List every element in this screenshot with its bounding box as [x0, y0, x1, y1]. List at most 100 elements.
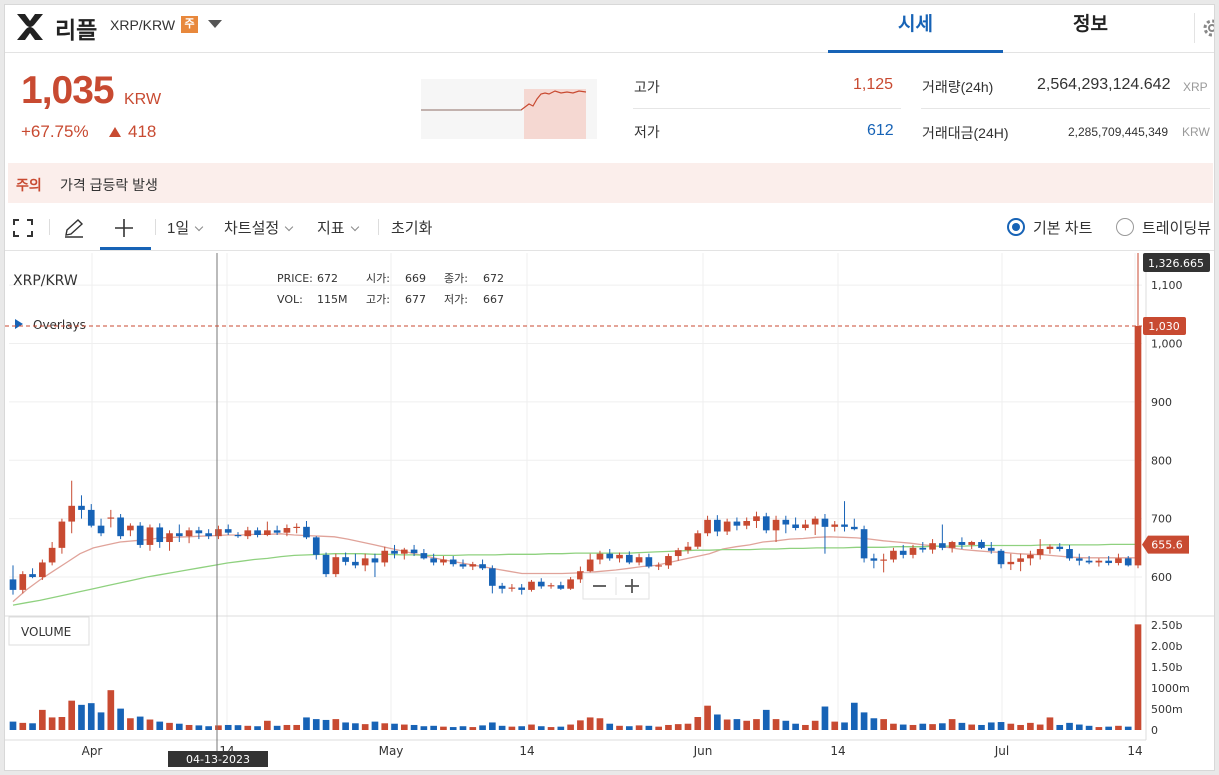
- x-tick-label: 14: [830, 744, 845, 758]
- volume-bar: [1046, 717, 1054, 730]
- volume-bar: [655, 726, 662, 730]
- volume-bar: [684, 723, 692, 730]
- volume-bar: [107, 690, 115, 730]
- volume-bar: [508, 726, 516, 730]
- volume-bar: [430, 725, 437, 730]
- volume-bar: [381, 723, 389, 730]
- candle-body: [567, 579, 574, 589]
- pencil-icon[interactable]: [63, 218, 85, 238]
- x-tick-label: Jul: [994, 744, 1009, 758]
- volume-bar: [762, 709, 770, 730]
- candles: [9, 253, 1142, 595]
- candle-body: [449, 559, 457, 565]
- y-tick-label: 1,000: [1151, 338, 1183, 351]
- mini-price-chart: [421, 79, 597, 139]
- chart-canvas[interactable]: 1,100 1,000 900 800 700 600 Apr 14 May 14 Jun 14 Jul…: [5, 253, 1215, 771]
- volume-bar: [831, 721, 839, 730]
- volume-bar: [968, 724, 976, 730]
- volume-bar: [459, 726, 467, 730]
- indicators-dropdown[interactable]: 지표: [317, 217, 359, 238]
- volume-bar: [400, 724, 408, 730]
- candle-body: [9, 579, 17, 590]
- volume-bar: [528, 724, 535, 730]
- volume-bar: [743, 720, 751, 730]
- volume-bar: [391, 723, 398, 730]
- candle-body: [616, 554, 623, 559]
- candle-body: [361, 558, 369, 566]
- candle-body: [625, 554, 633, 563]
- zoom-in-icon[interactable]: [625, 579, 639, 593]
- volume-bar: [1027, 722, 1034, 730]
- volume-bar: [948, 719, 956, 730]
- candle-body: [283, 528, 291, 533]
- volume-bar: [899, 724, 907, 730]
- divider: [921, 108, 1210, 109]
- volume-bar: [850, 702, 858, 730]
- candle-body: [312, 537, 320, 555]
- caret-down-icon[interactable]: [207, 19, 223, 29]
- fullscreen-icon[interactable]: [13, 219, 33, 237]
- candle-body: [674, 550, 682, 557]
- volume-bar: [58, 717, 66, 730]
- volume-bar: [1095, 727, 1103, 730]
- candle-body: [1017, 558, 1024, 562]
- candle-body: [528, 581, 535, 590]
- volume-bar: [185, 724, 193, 730]
- x-tick-label: Jun: [693, 744, 713, 758]
- volume-value: 2,564,293,124.642: [1037, 76, 1171, 93]
- volume-bar: [1134, 624, 1142, 730]
- candle-body: [899, 550, 907, 555]
- volume-bar: [674, 724, 682, 730]
- candle-body: [205, 533, 212, 537]
- volume-bar: [361, 724, 369, 730]
- volume-bar: [753, 719, 760, 730]
- candle-body: [293, 526, 301, 529]
- candle-body: [811, 518, 819, 525]
- overlays-toggle[interactable]: Overlays: [33, 318, 86, 332]
- interval-dropdown[interactable]: 1일: [167, 217, 204, 238]
- vol-tick-label: 0: [1151, 724, 1158, 737]
- warning-badge: 주: [181, 16, 198, 33]
- play-icon[interactable]: [15, 319, 23, 329]
- ma-long-line: [12, 543, 1138, 606]
- change-value: 418: [128, 122, 157, 141]
- tooltip-high-label: 고가:: [366, 293, 390, 306]
- candle-body: [273, 530, 281, 533]
- change-percent: +67.75%: [21, 122, 89, 141]
- volume-bar: [498, 725, 506, 730]
- candle-body: [890, 550, 897, 560]
- candle-body: [762, 516, 770, 531]
- last-price-tag: [1143, 253, 1210, 272]
- volume-label: VOLUME: [21, 625, 71, 639]
- volume-bar: [909, 724, 917, 730]
- candle-body: [440, 559, 447, 563]
- tradingview-radio[interactable]: [1116, 218, 1134, 236]
- gear-icon[interactable]: [1194, 13, 1214, 43]
- candle-body: [694, 533, 702, 547]
- volume-bar: [146, 719, 154, 730]
- candle-body: [87, 509, 95, 526]
- chart-settings-dropdown[interactable]: 차트설정: [224, 217, 294, 238]
- reset-button[interactable]: 초기화: [391, 220, 433, 237]
- high-value: 1,125: [853, 76, 894, 93]
- volume-panel-label: [8, 616, 90, 646]
- candle-body: [498, 585, 506, 589]
- interval-label: 1일: [167, 220, 190, 237]
- volume-bar: [537, 726, 545, 730]
- crosshair-icon[interactable]: [113, 217, 135, 239]
- vol-tick-label: 1000m: [1151, 682, 1190, 695]
- volume-bar: [264, 720, 271, 730]
- volume-bar: [489, 722, 496, 730]
- volume-label: 거래량(24h): [922, 79, 994, 95]
- tab-quote[interactable]: 시세: [828, 5, 1003, 53]
- candle-body: [850, 526, 858, 530]
- tab-info[interactable]: 정보: [1073, 14, 1108, 35]
- price-chart[interactable]: 1,100 1,000 900 800 700 600 Apr 14 May 14 Jun 14 Jul…: [5, 253, 1215, 771]
- candle-body: [234, 535, 242, 537]
- candle-body: [714, 519, 721, 532]
- candle-body: [909, 547, 917, 555]
- ma-price-tag: [1142, 535, 1189, 554]
- candle-body: [146, 527, 154, 545]
- y-tick-label: 1,100: [1151, 279, 1183, 292]
- basic-chart-radio[interactable]: [1007, 218, 1025, 236]
